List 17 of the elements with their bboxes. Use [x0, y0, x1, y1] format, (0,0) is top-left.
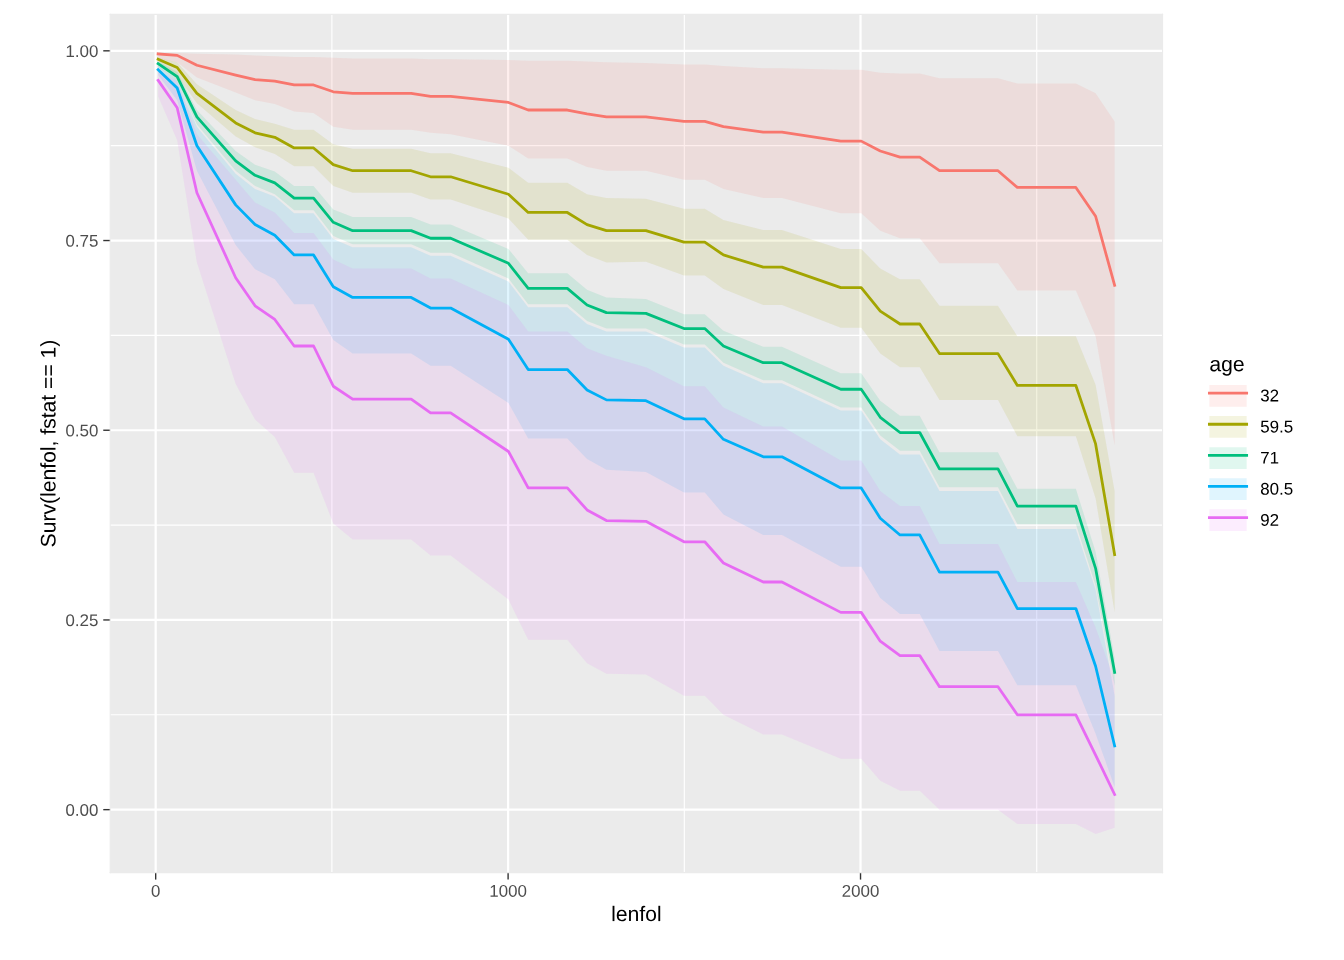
legend-label: 59.5: [1260, 420, 1293, 433]
x-tick-label: 0: [151, 884, 160, 897]
legend-label: 80.5: [1260, 482, 1293, 495]
x-tick-label: 1000: [490, 884, 527, 897]
legend-title: age: [1210, 359, 1244, 376]
line-series: [156, 52, 1117, 287]
y-axis-title: Surv(lenfol, fstat == 1): [40, 340, 60, 547]
legend-label: 92: [1261, 513, 1279, 526]
legend-label: 71: [1261, 451, 1279, 464]
y-tick-label: 0.00: [66, 803, 98, 816]
y-tick-label: 0.75: [66, 234, 98, 247]
y-tick-label: 0.50: [66, 424, 98, 437]
x-tick-label: 2000: [842, 884, 879, 897]
y-tick-label: 1.00: [66, 45, 98, 58]
x-axis-title: lenfol: [612, 905, 661, 922]
y-tick-label: 0.25: [66, 614, 98, 627]
legend-label: 32: [1260, 389, 1279, 402]
